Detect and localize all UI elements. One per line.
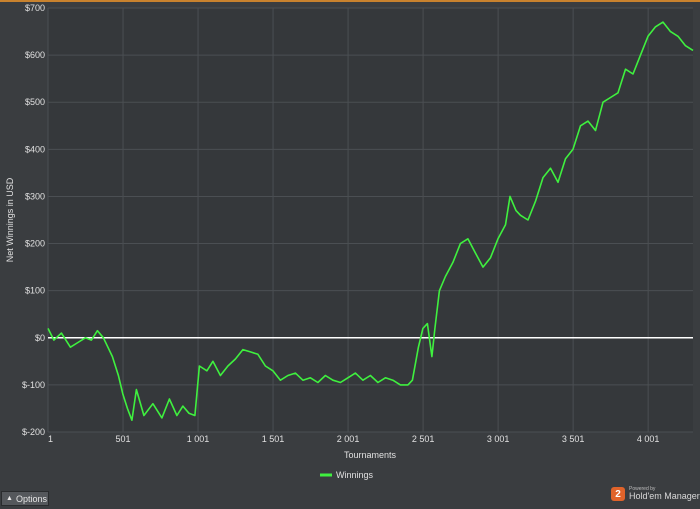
y-tick-label: $600 — [25, 50, 45, 60]
x-tick-label: 2 501 — [412, 434, 435, 444]
top-border — [0, 0, 700, 2]
y-tick-label: $200 — [25, 239, 45, 249]
legend: Winnings — [320, 470, 374, 480]
x-tick-labels: 1 501 1 001 1 501 2 001 2 501 3 001 3 501 4 001 — [48, 434, 659, 444]
y-tick-label: $100 — [25, 286, 45, 296]
y-tick-label: $700 — [25, 3, 45, 13]
x-axis-label: Tournaments — [344, 450, 397, 460]
brand-badge: 2 Powered by Hold'em Manager — [611, 487, 700, 501]
y-tick-label: $500 — [25, 97, 45, 107]
y-tick-labels: $-200 $-100 $0 $100 $200 $300 $400 $500 $600 $700 — [22, 3, 45, 437]
brand-name: Hold'em Manager — [629, 491, 700, 501]
x-tick-label: 2 001 — [337, 434, 360, 444]
y-tick-label: $-100 — [22, 380, 45, 390]
plot-area — [48, 8, 693, 432]
y-tick-label: $-200 — [22, 427, 45, 437]
powered-by-text: Powered by — [629, 486, 656, 492]
y-tick-label: $0 — [35, 333, 45, 343]
x-tick-label: 1 501 — [262, 434, 285, 444]
options-label: Options — [15, 493, 47, 504]
y-tick-label: $400 — [25, 144, 45, 154]
options-button[interactable]: ▲ Options — [1, 491, 49, 506]
x-tick-label: 1 001 — [187, 434, 210, 444]
x-tick-label: 1 — [48, 434, 53, 444]
legend-label: Winnings — [336, 470, 374, 480]
x-tick-label: 3 001 — [487, 434, 510, 444]
grid — [47, 7, 693, 433]
winnings-line — [47, 21, 694, 422]
x-tick-label: 3 501 — [562, 434, 585, 444]
y-tick-label: $300 — [25, 191, 45, 201]
chevron-up-icon: ▲ — [6, 495, 13, 502]
x-tick-label: 4 001 — [637, 434, 660, 444]
hm2-logo-icon: 2 — [611, 487, 625, 501]
x-tick-label: 501 — [116, 434, 131, 444]
y-axis-label: Net Winnings in USD — [5, 177, 15, 262]
